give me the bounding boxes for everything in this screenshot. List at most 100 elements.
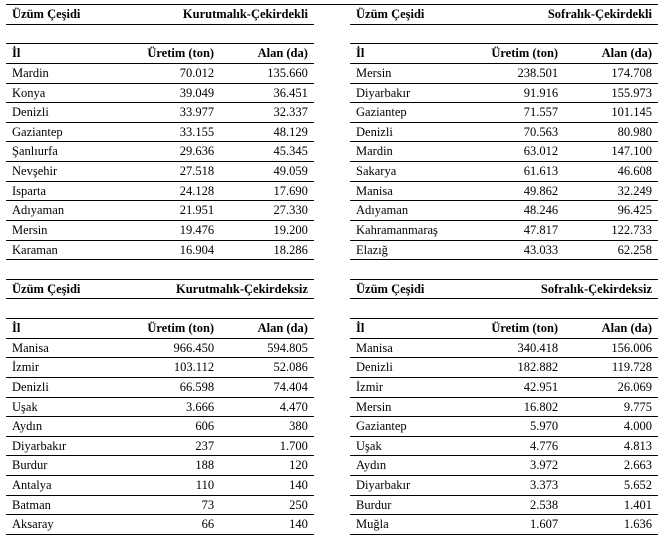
- cell-alan: 174.708: [564, 63, 658, 83]
- cell-uretim: 103.112: [100, 358, 220, 378]
- cell-il: Kahramanmaraş: [350, 220, 444, 240]
- cell-uretim: 24.128: [100, 181, 220, 201]
- cell-alan: 1.401: [564, 495, 658, 515]
- cell-uretim: 110: [100, 476, 220, 496]
- cell-uretim: 182.882: [444, 358, 564, 378]
- cell-il: Aydın: [350, 456, 444, 476]
- col-uretim: Üretim (ton): [100, 44, 220, 64]
- cell-il: Denizli: [6, 377, 100, 397]
- cell-alan: 147.100: [564, 142, 658, 162]
- cell-il: Mersin: [350, 397, 444, 417]
- cell-il: Şanlıurfa: [6, 142, 100, 162]
- uzum-cesidi-label: Üzüm Çeşidi: [6, 5, 100, 25]
- cell-il: Uşak: [350, 436, 444, 456]
- cell-uretim: 73: [100, 495, 220, 515]
- cell-uretim: 16.904: [100, 240, 220, 260]
- cell-uretim: 3.666: [100, 397, 220, 417]
- cell-alan: 5.652: [564, 476, 658, 496]
- col-alan: Alan (da): [220, 319, 314, 339]
- cell-alan: 380: [220, 417, 314, 437]
- cell-alan: 32.249: [564, 181, 658, 201]
- cell-alan: 48.129: [220, 122, 314, 142]
- cell-uretim: 966.450: [100, 338, 220, 358]
- cell-uretim: 70.012: [100, 63, 220, 83]
- cell-il: Batman: [6, 495, 100, 515]
- col-uretim: Üretim (ton): [444, 44, 564, 64]
- cell-alan: 140: [220, 476, 314, 496]
- cell-il: Adıyaman: [6, 201, 100, 221]
- cell-uretim: 21.951: [100, 201, 220, 221]
- cell-il: Aydın: [6, 417, 100, 437]
- cell-uretim: 16.802: [444, 397, 564, 417]
- cell-uretim: 238.501: [444, 63, 564, 83]
- cell-uretim: 71.557: [444, 103, 564, 123]
- cell-alan: 1.700: [220, 436, 314, 456]
- cell-alan: 594.805: [220, 338, 314, 358]
- cell-il: Adıyaman: [350, 201, 444, 221]
- cell-uretim: 3.972: [444, 456, 564, 476]
- cell-uretim: 91.916: [444, 83, 564, 103]
- cell-alan: 140: [220, 515, 314, 535]
- cell-alan: 19.200: [220, 220, 314, 240]
- cell-il: Denizli: [350, 122, 444, 142]
- col-uretim: Üretim (ton): [100, 319, 220, 339]
- cell-il: Gaziantep: [350, 417, 444, 437]
- cell-uretim: 66.598: [100, 377, 220, 397]
- cell-uretim: 340.418: [444, 338, 564, 358]
- cell-uretim: 5.970: [444, 417, 564, 437]
- cell-il: Manisa: [350, 181, 444, 201]
- cell-il: Gaziantep: [350, 103, 444, 123]
- cell-alan: 26.069: [564, 377, 658, 397]
- cell-il: Burdur: [350, 495, 444, 515]
- cell-il: Denizli: [350, 358, 444, 378]
- cell-uretim: 70.563: [444, 122, 564, 142]
- cell-uretim: 39.049: [100, 83, 220, 103]
- section-left-title: Kurutmalık-Çekirdekli: [100, 5, 314, 25]
- cell-alan: 155.973: [564, 83, 658, 103]
- col-il: İl: [6, 319, 100, 339]
- cell-alan: 45.345: [220, 142, 314, 162]
- cell-il: İzmir: [6, 358, 100, 378]
- col-alan: Alan (da): [220, 44, 314, 64]
- cell-uretim: 43.033: [444, 240, 564, 260]
- cell-uretim: 606: [100, 417, 220, 437]
- col-il: İl: [350, 319, 444, 339]
- cell-il: Mardin: [6, 63, 100, 83]
- cell-alan: 4.813: [564, 436, 658, 456]
- cell-il: Mersin: [350, 63, 444, 83]
- cell-uretim: 47.817: [444, 220, 564, 240]
- cell-il: Nevşehir: [6, 162, 100, 182]
- cell-uretim: 1.607: [444, 515, 564, 535]
- section-left-title: Kurutmalık-Çekirdeksiz: [100, 279, 314, 299]
- cell-il: Gaziantep: [6, 122, 100, 142]
- cell-alan: 52.086: [220, 358, 314, 378]
- cell-alan: 122.733: [564, 220, 658, 240]
- col-alan: Alan (da): [564, 44, 658, 64]
- cell-uretim: 29.636: [100, 142, 220, 162]
- cell-alan: 135.660: [220, 63, 314, 83]
- cell-alan: 36.451: [220, 83, 314, 103]
- cell-alan: 27.330: [220, 201, 314, 221]
- cell-il: Konya: [6, 83, 100, 103]
- uzum-cesidi-label: Üzüm Çeşidi: [6, 279, 100, 299]
- cell-uretim: 3.373: [444, 476, 564, 496]
- cell-il: Diyarbakır: [350, 476, 444, 496]
- cell-il: Diyarbakır: [6, 436, 100, 456]
- cell-uretim: 42.951: [444, 377, 564, 397]
- col-alan: Alan (da): [564, 319, 658, 339]
- section-right-title: Sofralık-Çekirdeksiz: [444, 279, 658, 299]
- cell-il: Denizli: [6, 103, 100, 123]
- cell-alan: 80.980: [564, 122, 658, 142]
- cell-il: Elazığ: [350, 240, 444, 260]
- cell-alan: 18.286: [220, 240, 314, 260]
- cell-uretim: 61.613: [444, 162, 564, 182]
- cell-il: Uşak: [6, 397, 100, 417]
- cell-alan: 96.425: [564, 201, 658, 221]
- cell-il: Manisa: [6, 338, 100, 358]
- cell-uretim: 237: [100, 436, 220, 456]
- cell-il: Antalya: [6, 476, 100, 496]
- cell-il: Aksaray: [6, 515, 100, 535]
- cell-uretim: 49.862: [444, 181, 564, 201]
- cell-uretim: 4.776: [444, 436, 564, 456]
- cell-il: Manisa: [350, 338, 444, 358]
